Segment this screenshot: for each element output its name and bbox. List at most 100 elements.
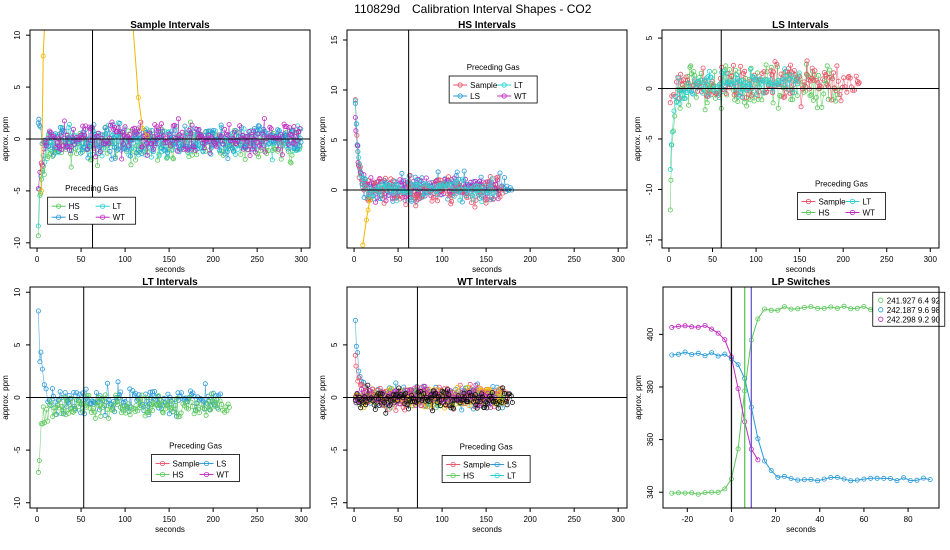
data-point bbox=[444, 387, 450, 393]
data-point bbox=[218, 122, 224, 128]
data-point bbox=[754, 77, 760, 83]
data-point bbox=[477, 399, 483, 405]
data-point bbox=[68, 395, 74, 401]
data-point bbox=[208, 391, 214, 397]
x-tick-label: 0 bbox=[667, 255, 672, 264]
data-point bbox=[437, 403, 443, 409]
legend-label-HS: HS bbox=[173, 470, 184, 479]
data-point bbox=[292, 141, 298, 147]
data-point bbox=[847, 75, 853, 81]
data-point bbox=[741, 99, 747, 105]
data-point bbox=[362, 394, 368, 400]
data-point bbox=[353, 128, 359, 134]
legend-label-Sample: Sample bbox=[470, 81, 498, 90]
data-point bbox=[43, 386, 49, 392]
x-tick-label: 100 bbox=[435, 515, 449, 524]
data-point bbox=[64, 132, 70, 138]
data-point bbox=[35, 120, 41, 126]
legend-swatch-point bbox=[494, 461, 500, 468]
data-point bbox=[688, 63, 694, 69]
data-point bbox=[731, 92, 737, 98]
x-tick-label: 250 bbox=[567, 255, 581, 264]
data-point bbox=[465, 399, 471, 405]
data-point bbox=[166, 129, 172, 135]
data-point bbox=[393, 388, 399, 394]
data-point bbox=[241, 126, 247, 132]
data-point bbox=[914, 477, 920, 483]
legend-label-Sample: Sample bbox=[818, 198, 846, 207]
data-point bbox=[98, 413, 104, 419]
data-point bbox=[668, 177, 674, 183]
data-point bbox=[693, 94, 699, 100]
data-point bbox=[376, 188, 382, 194]
data-point bbox=[488, 182, 494, 188]
data-point bbox=[222, 126, 228, 132]
legend: Sample LT LS WT bbox=[448, 75, 538, 104]
data-point bbox=[68, 143, 74, 149]
data-point bbox=[702, 322, 708, 328]
data-point bbox=[244, 139, 250, 145]
data-point bbox=[861, 303, 867, 309]
data-point bbox=[775, 307, 781, 313]
data-point bbox=[788, 475, 794, 481]
data-point bbox=[182, 400, 188, 406]
data-point bbox=[483, 399, 489, 405]
data-point bbox=[710, 87, 716, 93]
data-point bbox=[791, 90, 797, 96]
data-point bbox=[723, 91, 729, 97]
data-point bbox=[283, 132, 289, 138]
data-point bbox=[692, 72, 698, 78]
data-point bbox=[166, 411, 172, 417]
data-point bbox=[97, 403, 103, 409]
data-point bbox=[705, 74, 711, 80]
data-point bbox=[384, 183, 390, 189]
data-point bbox=[172, 141, 178, 147]
data-point bbox=[434, 399, 440, 405]
x-tick-label: 80 bbox=[904, 515, 913, 524]
data-point bbox=[442, 405, 448, 411]
data-point bbox=[158, 144, 164, 150]
y-tick-label: 0 bbox=[330, 395, 339, 400]
data-point bbox=[104, 407, 110, 413]
data-point bbox=[45, 418, 51, 424]
y-tick-label: 15 bbox=[330, 35, 339, 44]
data-point bbox=[99, 135, 105, 141]
data-point bbox=[473, 197, 479, 203]
data-point bbox=[426, 391, 432, 397]
data-point bbox=[812, 68, 818, 74]
data-point bbox=[677, 101, 683, 107]
data-point bbox=[91, 145, 97, 151]
data-point bbox=[834, 305, 840, 311]
data-point bbox=[746, 81, 752, 87]
data-point bbox=[352, 115, 358, 121]
data-point bbox=[689, 324, 695, 330]
data-point bbox=[178, 143, 184, 149]
data-point bbox=[225, 132, 231, 138]
panel-title: HS Intervals bbox=[458, 20, 516, 31]
y-tick-label: 0 bbox=[13, 395, 22, 400]
data-point bbox=[494, 174, 500, 180]
series-line bbox=[671, 351, 931, 482]
data-point bbox=[834, 63, 840, 69]
data-point bbox=[172, 402, 178, 408]
data-point bbox=[472, 204, 478, 210]
plot-area bbox=[30, 30, 310, 248]
legend-title: Preceding Gas bbox=[815, 180, 868, 189]
x-tick-label: 60 bbox=[859, 515, 868, 524]
legend-swatch-point bbox=[56, 203, 62, 209]
extra-line bbox=[132, 30, 148, 137]
data-point bbox=[755, 316, 761, 322]
legend-title: Preceding Gas bbox=[65, 184, 118, 193]
data-point bbox=[74, 144, 80, 150]
x-tick-label: 0 bbox=[352, 515, 357, 524]
legend-box bbox=[872, 291, 946, 327]
data-point bbox=[803, 71, 809, 77]
data-point bbox=[68, 164, 74, 170]
data-point bbox=[80, 409, 86, 415]
data-point bbox=[796, 70, 802, 76]
data-point bbox=[194, 152, 200, 158]
data-point bbox=[671, 108, 677, 114]
legend-swatch-point bbox=[805, 198, 812, 205]
data-point bbox=[468, 179, 474, 185]
